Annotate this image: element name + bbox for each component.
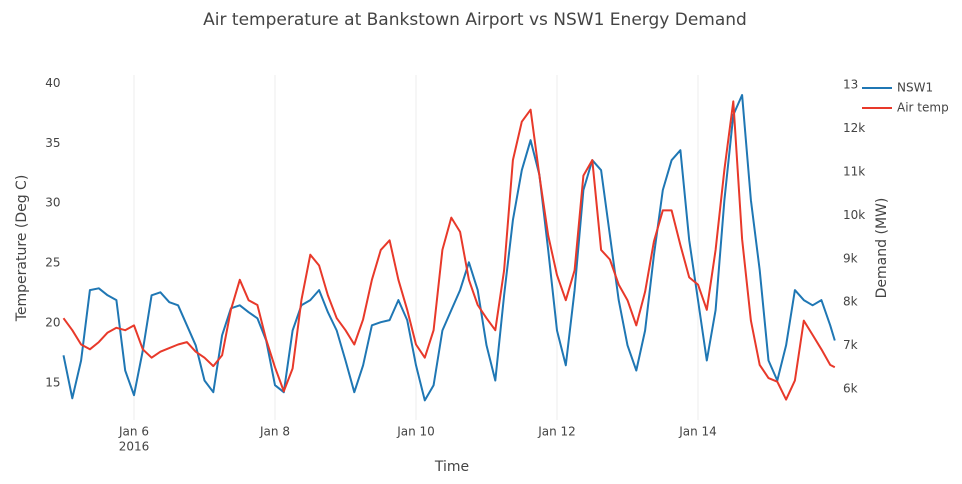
y-tick-label: 35	[45, 136, 60, 150]
y2-tick-label: 7k	[843, 338, 858, 352]
y-tick-label: 25	[45, 256, 60, 270]
y2-tick-label: 11k	[843, 164, 865, 178]
y2-tick-label: 9k	[843, 251, 858, 265]
x-tick-label: Jan 12	[537, 425, 576, 439]
x-tick-label: Jan 10	[396, 425, 435, 439]
x-tick-label: Jan 6	[118, 425, 149, 439]
legend-label: NSW1	[897, 81, 933, 95]
y2-tick-label: 12k	[843, 121, 865, 135]
series-line	[62, 100, 836, 401]
y-tick-label: 30	[45, 196, 60, 210]
y-tick-label: 20	[45, 315, 60, 329]
y2-tick-label: 6k	[843, 382, 858, 396]
x-tick-label: Jan 14	[678, 425, 717, 439]
legend-label: Air temp	[897, 101, 949, 115]
y-axis-title: Temperature (Deg C)	[14, 175, 30, 323]
y-tick-label: 40	[45, 76, 60, 90]
y2-tick-label: 10k	[843, 208, 865, 222]
x-tick-year: 2016	[119, 440, 150, 454]
y2-tick-label: 8k	[843, 295, 858, 309]
y-tick-label: 15	[45, 375, 60, 389]
y2-tick-label: 13	[843, 77, 858, 91]
series-line	[62, 94, 836, 402]
x-tick-label: Jan 8	[259, 425, 290, 439]
y2-axis-title: Demand (MW)	[874, 198, 890, 299]
x-axis-title: Time	[434, 459, 469, 475]
chart-title: Air temperature at Bankstown Airport vs …	[203, 10, 747, 30]
